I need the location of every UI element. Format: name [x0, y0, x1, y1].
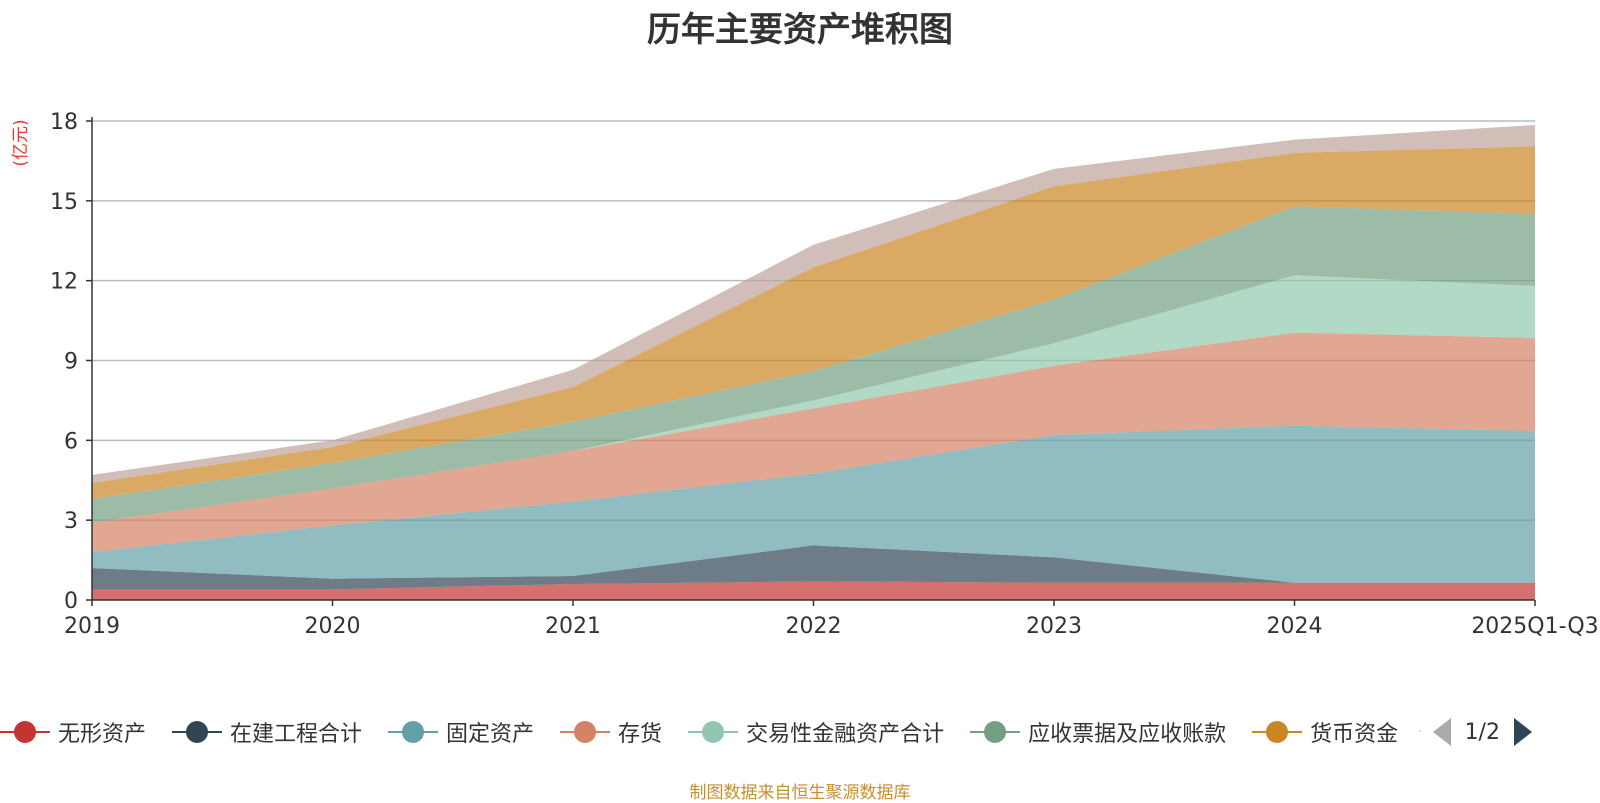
area-series-2 — [92, 425, 1535, 583]
legend-marker-icon — [172, 719, 223, 745]
legend-next-page-icon[interactable] — [1513, 718, 1532, 746]
y-axis-label: (亿元) — [11, 119, 31, 166]
legend-item[interactable]: 货币资金 — [1252, 716, 1398, 748]
legend: 无形资产 在建工程合计 固定资产 存货 交易性金融资产合计 应收票据及应收账款 货币资金 · 1… — [0, 712, 1532, 752]
legend-marker-icon — [970, 719, 1021, 745]
x-tick-label: 2023 — [1026, 614, 1082, 639]
area-series-4 — [92, 275, 1535, 523]
legend-label: 货币资金 — [1310, 722, 1399, 747]
legend-marker-icon — [0, 719, 50, 745]
x-tick-label: 2021 — [545, 614, 601, 639]
y-tick-label: 18 — [50, 110, 78, 135]
legend-marker-icon — [1252, 719, 1303, 745]
legend-item[interactable]: 固定资产 — [388, 716, 534, 748]
area-series-0 — [92, 581, 1535, 600]
legend-label: 固定资产 — [446, 722, 535, 747]
legend-marker-icon — [688, 719, 739, 745]
legend-label: 交易性金融资产合计 — [746, 722, 945, 747]
legend-item[interactable]: 无形资产 — [0, 716, 146, 748]
legend-item[interactable]: 交易性金融资产合计 — [688, 716, 944, 748]
legend-label: 在建工程合计 — [230, 722, 363, 747]
area-series-1 — [92, 545, 1535, 590]
x-tick-label: 2022 — [786, 614, 842, 639]
y-tick-label: 0 — [64, 589, 78, 614]
legend-item[interactable]: 存货 — [560, 716, 662, 748]
x-tick-label: 2025Q1-Q3 — [1471, 614, 1598, 639]
area-series-3 — [92, 332, 1535, 553]
legend-prev-page-icon[interactable] — [1432, 718, 1451, 746]
legend-page-indicator: 1/2 — [1464, 719, 1500, 745]
x-tick-label: 2024 — [1267, 614, 1323, 639]
legend-label: 应收票据及应收账款 — [1028, 722, 1227, 747]
area-series-6 — [92, 146, 1535, 499]
y-tick-label: 12 — [50, 270, 78, 295]
legend-item[interactable]: 在建工程合计 — [172, 716, 362, 748]
legend-overflow-dots: · — [1418, 724, 1423, 740]
stacked-areas — [92, 125, 1535, 600]
x-tick-label: 2019 — [64, 614, 120, 639]
axes: 0 3 6 9 12 15 18 2019 2020 2021 2022 2023 2024 2025Q1… — [50, 110, 1599, 639]
y-tick-label: 9 — [64, 350, 78, 375]
legend-marker-icon — [560, 719, 611, 745]
legend-item[interactable]: 应收票据及应收账款 — [970, 716, 1226, 748]
legend-label: 无形资产 — [58, 722, 147, 747]
chart-title: 历年主要资产堆积图 — [647, 10, 953, 50]
y-tick-label: 3 — [64, 509, 78, 534]
y-tick-label: 15 — [50, 190, 78, 215]
x-tick-label: 2020 — [305, 614, 361, 639]
legend-label: 存货 — [618, 722, 663, 747]
source-note: 制图数据来自恒生聚源数据库 — [689, 783, 911, 803]
area-series-5 — [92, 206, 1535, 523]
y-tick-label: 6 — [64, 429, 78, 454]
legend-marker-icon — [388, 719, 439, 745]
